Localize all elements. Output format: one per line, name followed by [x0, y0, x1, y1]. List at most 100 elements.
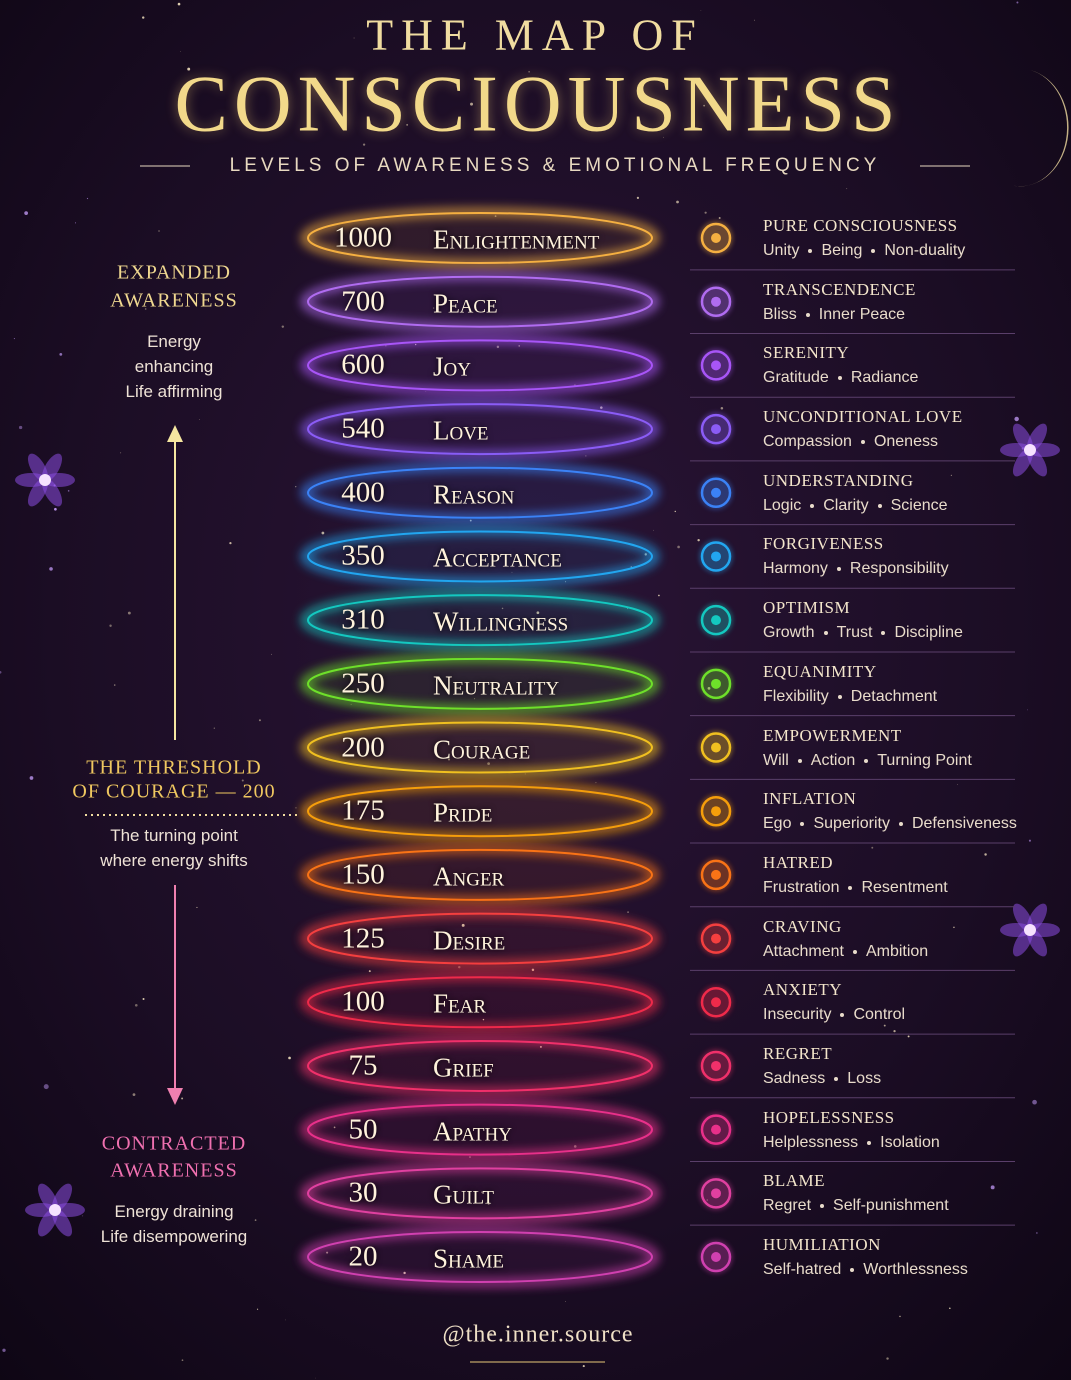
level-keywords: Frustration Resentment [763, 879, 948, 897]
level-state: UNDERSTANDING [763, 470, 914, 490]
level-name: Fear [433, 988, 487, 1019]
star [196, 906, 198, 909]
star [703, 104, 706, 107]
ring [307, 912, 653, 965]
keyword: Logic [763, 496, 802, 514]
level-name: Anger [433, 861, 505, 892]
star [403, 1271, 406, 1275]
level-icon [700, 1050, 732, 1082]
star [754, 19, 756, 21]
level-name: Desire [433, 925, 506, 956]
star [871, 846, 874, 849]
side-text: Life affirming [125, 382, 223, 401]
star [518, 345, 520, 347]
level-score: 350 [341, 539, 385, 572]
star [593, 32, 595, 34]
keyword: Regret [763, 1197, 812, 1215]
star [846, 188, 848, 190]
level-icon [700, 286, 732, 317]
star [487, 762, 490, 766]
star [406, 123, 409, 126]
keyword: Non-duality [884, 242, 966, 259]
star [481, 1191, 483, 1194]
side-title: OF COURAGE — 200 [72, 780, 276, 803]
ring [307, 339, 653, 392]
star [241, 779, 244, 782]
level-name: Acceptance [433, 542, 562, 573]
star [893, 1029, 896, 1033]
star [907, 1035, 910, 1038]
star [1036, 1232, 1038, 1234]
level-keywords: Self-hatred Worthlessness [763, 1261, 968, 1279]
side-title: CONTRACTED [101, 1132, 247, 1155]
star [1032, 1099, 1037, 1105]
star [285, 1319, 286, 1321]
separator-dot [848, 885, 853, 890]
level-state: UNCONDITIONAL LOVE [763, 407, 963, 427]
star [142, 998, 145, 1001]
flower-core [1024, 924, 1036, 936]
level-icon [700, 1178, 732, 1209]
star [67, 490, 70, 492]
star [888, 245, 890, 247]
level-name: Enlightenment [433, 224, 600, 255]
level-icon-core [711, 551, 721, 562]
separator-dot [834, 1076, 839, 1081]
star [531, 968, 535, 972]
level-keywords: Unity Being Non-duality [763, 242, 965, 260]
level-icon-core [711, 1124, 721, 1135]
star [13, 338, 15, 340]
level-keywords: Flexibility Detachment [763, 688, 937, 706]
side-text: Life disempowering [100, 1227, 248, 1246]
keyword: Ambition [865, 942, 929, 960]
separator-dot [808, 249, 813, 253]
level-icon-core [711, 360, 721, 371]
star [539, 1045, 542, 1048]
level-keywords: Sadness Loss [763, 1070, 881, 1088]
star [177, 2, 181, 6]
level-icon-core [711, 615, 721, 626]
star [1014, 416, 1019, 422]
star [369, 869, 370, 871]
level-icon-core [711, 1252, 721, 1262]
separator-dot [800, 822, 805, 827]
level-icon-core [711, 869, 721, 880]
level-score: 50 [348, 1113, 378, 1146]
level-keywords: Helplessness Isolation [763, 1134, 940, 1152]
separator-dot [797, 758, 802, 763]
star [132, 1093, 136, 1097]
level-score: 125 [341, 922, 385, 955]
level-score: 175 [341, 794, 385, 827]
star [859, 568, 861, 570]
level-score: 600 [341, 348, 385, 381]
keyword: Resentment [861, 878, 948, 896]
level-keywords: Ego Superiority Defensiveness [763, 815, 1017, 833]
level-score: 200 [341, 731, 385, 763]
star [181, 1359, 184, 1361]
keyword: Insecurity [763, 1006, 832, 1024]
keyword: Loss [847, 1069, 882, 1087]
level-state: EQUANIMITY [763, 661, 877, 681]
star [295, 807, 297, 809]
star [674, 510, 676, 513]
star [271, 653, 272, 655]
side-text: where energy shifts [100, 851, 248, 870]
level-icon-core [711, 424, 721, 435]
keyword: Self-punishment [833, 1197, 949, 1215]
level-name: Love [433, 415, 489, 446]
level-state: HATRED [763, 852, 834, 872]
separator-dot [871, 249, 876, 253]
footer-handle: @the.inner.source [442, 1321, 634, 1348]
level-icon [700, 668, 732, 700]
keyword: Defensiveness [911, 815, 1017, 833]
level-score: 400 [341, 476, 385, 509]
star [295, 485, 297, 488]
level-icon [700, 413, 732, 445]
star [470, 102, 473, 106]
star [957, 784, 959, 785]
level-keywords: Insecurity Control [763, 1006, 905, 1024]
level-name: Joy [433, 351, 471, 382]
keyword: Action [810, 751, 856, 769]
level-score: 310 [341, 603, 385, 636]
